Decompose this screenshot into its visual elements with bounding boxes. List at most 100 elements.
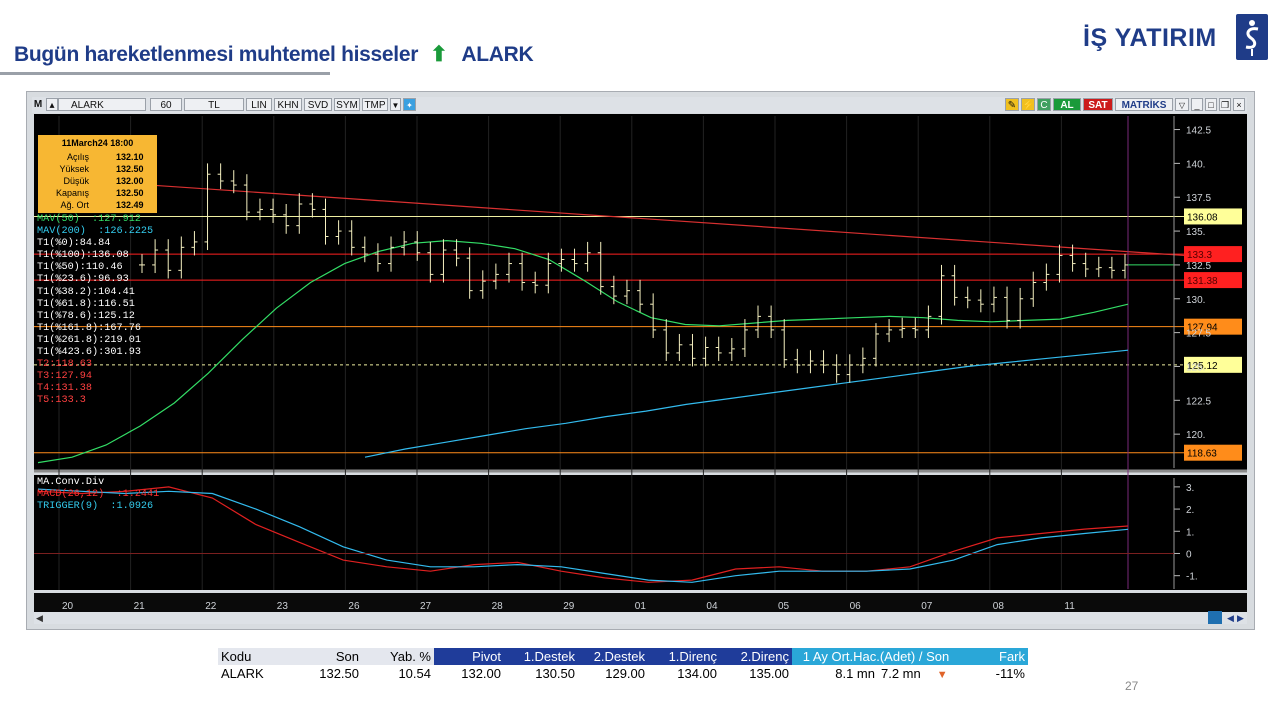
cell-fark: -11% (995, 666, 1025, 681)
maximize-icon[interactable]: □ (1205, 98, 1217, 111)
price-bar (479, 270, 486, 299)
matriks-brand: MATRİKS (1115, 98, 1173, 111)
price-tick-label: 122.5 (1186, 396, 1211, 407)
price-bar (872, 323, 879, 367)
price-bar (191, 231, 198, 256)
info-row-label: Açılış (66, 152, 89, 162)
info-row-label: Kapanış (55, 188, 89, 198)
price-bar (230, 170, 237, 194)
brand-mark-icon (1245, 20, 1259, 56)
macd-tick-label: 3. (1186, 483, 1194, 494)
toolbar-tmp-button[interactable]: TMP (362, 98, 388, 111)
scroll-left-icon[interactable]: ◀ (36, 613, 43, 623)
indicator-label: T1(%23.6):96.93 (37, 274, 129, 286)
brand-logo-icon (1236, 14, 1268, 60)
price-bar (401, 231, 408, 256)
app-menu-button[interactable]: M (32, 98, 44, 111)
toolbar-lin-button[interactable]: LIN (246, 98, 272, 111)
cell-destek2: 129.00 (605, 666, 645, 681)
level-box (1184, 208, 1242, 225)
refresh-icon[interactable]: C (1037, 98, 1051, 111)
page-number: 27 (1125, 679, 1139, 693)
price-bar (492, 263, 499, 290)
scroll-next-icon[interactable]: ▶ (1237, 613, 1244, 623)
buy-button[interactable]: AL (1053, 98, 1081, 111)
restore-icon[interactable]: ❐ (1219, 98, 1231, 111)
price-bar (545, 252, 552, 294)
level-label: 133.3 (1187, 250, 1212, 261)
x-tick-label: 06 (850, 601, 862, 612)
level-box (1184, 272, 1242, 289)
cell-hacim-ort: 8.1 mn (835, 666, 875, 681)
level-label: 125.12 (1187, 361, 1218, 372)
indicator-label: T1(%261.8):219.01 (37, 334, 141, 346)
x-tick-label: 04 (706, 601, 718, 612)
x-tick-label: 23 (277, 601, 289, 612)
table-row: ALARK 132.50 10.54 132.00 130.50 129.00 … (218, 665, 1028, 682)
period-field[interactable]: 60 (150, 98, 182, 111)
price-bar (741, 319, 748, 357)
trigger-line (37, 488, 1129, 583)
price-bar (610, 275, 617, 305)
price-tick-label: 125. (1186, 362, 1205, 373)
horizontal-scrollbar[interactable] (34, 612, 1247, 624)
scroll-prev-icon[interactable]: ◀ (1227, 613, 1234, 623)
collapse-icon[interactable]: ▽ (1175, 98, 1189, 111)
price-bar (388, 236, 395, 272)
chart-icon[interactable]: ▴ (46, 98, 58, 111)
level-box (1184, 444, 1242, 461)
minimize-icon[interactable]: _ (1191, 98, 1203, 111)
cell-direnc2: 135.00 (749, 666, 789, 681)
twitter-icon[interactable]: ✦ (403, 98, 416, 111)
toolbar-khn-button[interactable]: KHN (274, 98, 302, 111)
price-bar (440, 239, 447, 283)
x-tick-label: 11 (1064, 601, 1075, 612)
macd-tick-label: 0 (1186, 549, 1192, 560)
price-tick-label: 135. (1186, 227, 1205, 238)
indicator-label: T2:118.63 (37, 359, 93, 371)
x-tick-label: 20 (62, 601, 74, 612)
th-pivot: Pivot (434, 648, 504, 665)
price-bar (1122, 254, 1128, 279)
price-bar (296, 193, 303, 234)
sell-button[interactable]: SAT (1083, 98, 1113, 111)
x-tick-label: 08 (993, 601, 1005, 612)
cell-kodu: ALARK (221, 666, 264, 681)
currency-field[interactable]: TL (184, 98, 244, 111)
info-row-label: Ağ. Ort (60, 200, 89, 210)
price-bar (165, 239, 172, 279)
price-tick-label: 132.5 (1186, 261, 1211, 272)
price-bar (571, 248, 578, 272)
lightning-icon[interactable]: ⚡ (1021, 98, 1035, 111)
toolbar-svd-button[interactable]: SVD (304, 98, 332, 111)
price-bar (833, 354, 840, 383)
th-yab: Yab. % (362, 648, 434, 665)
toolbar-sym-button[interactable]: SYM (334, 98, 360, 111)
indicator-label: MACD(26,12) :1.2441 (37, 489, 160, 500)
price-bar (728, 338, 735, 362)
info-row-value: 132.49 (116, 200, 144, 210)
price-bar (414, 231, 421, 261)
settings-icon[interactable] (1208, 611, 1222, 624)
price-bar (676, 333, 683, 362)
price-bar (846, 354, 853, 383)
info-row-label: Düşük (63, 176, 89, 186)
cell-yab: 10.54 (398, 666, 431, 681)
price-bar (1095, 256, 1102, 278)
dropdown-arrow-icon[interactable]: ▼ (390, 98, 401, 111)
ma200-line (364, 349, 1129, 458)
x-tick-label: 28 (492, 601, 504, 612)
pencil-icon[interactable]: ✎ (1005, 98, 1019, 111)
level-box (1184, 356, 1242, 373)
symbol-field[interactable]: ALARK (58, 98, 146, 111)
price-bar (322, 198, 329, 245)
th-son: Son (296, 648, 362, 665)
macd-legend: MA.Conv.Div MACD(26,12) :1.2441 TRIGGER(9)… (37, 477, 159, 513)
price-bar (820, 350, 827, 374)
level-box (1184, 246, 1242, 263)
info-row: Kapanış 132.50 (38, 187, 157, 199)
close-icon[interactable]: × (1233, 98, 1245, 111)
price-bar (663, 319, 670, 362)
time-axis-bar (34, 593, 1247, 612)
